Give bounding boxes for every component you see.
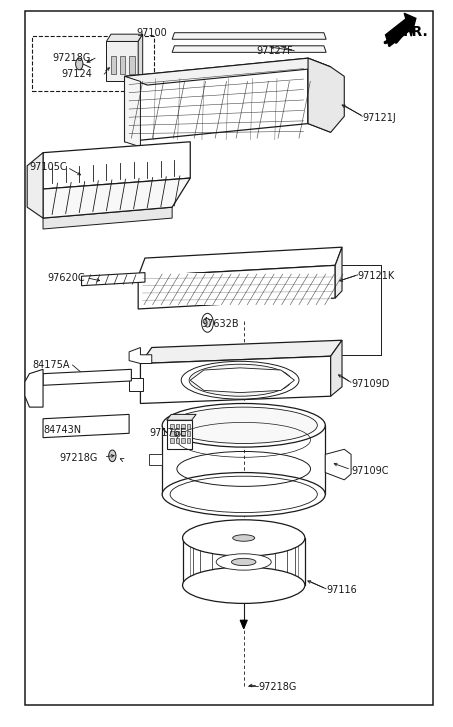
Polygon shape — [331, 340, 342, 396]
Ellipse shape — [189, 364, 291, 396]
Text: 97105C: 97105C — [29, 162, 67, 172]
Bar — [187, 431, 190, 436]
Circle shape — [109, 450, 116, 462]
Ellipse shape — [181, 361, 299, 399]
Polygon shape — [167, 414, 196, 420]
Polygon shape — [138, 247, 342, 276]
Circle shape — [202, 313, 213, 332]
Bar — [75, 421, 84, 431]
Polygon shape — [149, 454, 162, 465]
Bar — [170, 438, 174, 443]
Text: 97218G: 97218G — [59, 453, 97, 463]
Polygon shape — [43, 178, 190, 218]
Polygon shape — [172, 33, 326, 39]
Bar — [176, 424, 179, 429]
Ellipse shape — [162, 403, 325, 447]
Bar — [59, 421, 68, 431]
Ellipse shape — [183, 520, 305, 556]
Ellipse shape — [216, 554, 271, 570]
Polygon shape — [140, 340, 342, 364]
Polygon shape — [129, 348, 152, 364]
Text: 97116: 97116 — [326, 585, 357, 595]
Circle shape — [76, 58, 83, 70]
Polygon shape — [43, 142, 190, 189]
Bar — [129, 56, 135, 74]
Bar — [120, 56, 125, 74]
Polygon shape — [308, 58, 344, 132]
Polygon shape — [138, 265, 335, 309]
Polygon shape — [25, 369, 43, 407]
Bar — [176, 431, 179, 436]
Bar — [32, 382, 40, 398]
Polygon shape — [308, 58, 331, 132]
Polygon shape — [82, 273, 145, 286]
Polygon shape — [325, 449, 351, 480]
Ellipse shape — [162, 473, 325, 516]
Polygon shape — [106, 41, 138, 81]
Bar — [181, 438, 185, 443]
Text: 97620C: 97620C — [48, 273, 85, 283]
Text: 97124: 97124 — [61, 69, 92, 79]
Text: 97176E: 97176E — [149, 427, 187, 438]
Ellipse shape — [231, 558, 256, 566]
Ellipse shape — [233, 535, 255, 541]
Bar — [181, 424, 185, 429]
Bar — [187, 438, 190, 443]
Polygon shape — [27, 153, 43, 218]
Ellipse shape — [170, 476, 317, 513]
Polygon shape — [125, 58, 331, 85]
Ellipse shape — [170, 407, 317, 443]
Bar — [32, 36, 154, 91]
Polygon shape — [167, 420, 192, 449]
Text: 97100: 97100 — [136, 28, 167, 38]
Bar — [111, 56, 116, 74]
Bar — [143, 273, 331, 305]
Text: 97109C: 97109C — [351, 466, 389, 476]
Bar — [176, 438, 179, 443]
Polygon shape — [240, 620, 247, 629]
Text: 97121K: 97121K — [358, 271, 395, 281]
Bar — [170, 424, 174, 429]
Polygon shape — [190, 368, 294, 393]
Text: 97218G: 97218G — [52, 53, 91, 63]
Text: 97127F: 97127F — [256, 46, 293, 56]
Text: 84743N: 84743N — [43, 425, 81, 435]
Circle shape — [205, 318, 210, 327]
Polygon shape — [138, 34, 143, 81]
Polygon shape — [106, 34, 143, 41]
Polygon shape — [125, 76, 140, 147]
Polygon shape — [140, 356, 331, 403]
Polygon shape — [43, 414, 129, 438]
Text: 97109D: 97109D — [351, 379, 390, 389]
Text: 97632B: 97632B — [202, 318, 239, 329]
Polygon shape — [43, 207, 172, 229]
Bar — [181, 431, 185, 436]
Polygon shape — [129, 378, 143, 391]
Polygon shape — [43, 369, 131, 385]
Polygon shape — [125, 58, 308, 142]
Bar — [187, 424, 190, 429]
Polygon shape — [172, 46, 326, 52]
Text: 97218G: 97218G — [258, 682, 297, 692]
Text: FR.: FR. — [403, 25, 429, 39]
Ellipse shape — [183, 567, 305, 603]
Text: 84175A: 84175A — [33, 360, 70, 370]
Bar — [170, 431, 174, 436]
Text: 97121J: 97121J — [362, 113, 396, 123]
Polygon shape — [335, 247, 342, 298]
FancyArrow shape — [386, 13, 416, 47]
